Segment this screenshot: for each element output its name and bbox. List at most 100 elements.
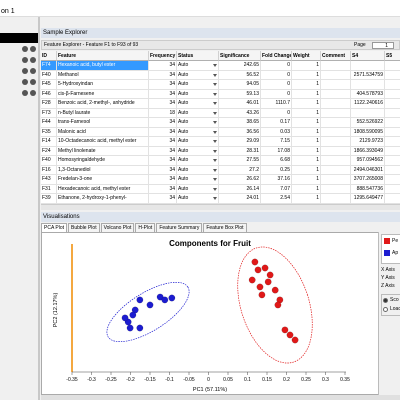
x-axis-label: PC1 (57.11%) [193, 387, 227, 393]
table-cell[interactable]: Auto [177, 61, 219, 71]
table-cell[interactable]: Auto [177, 99, 219, 109]
table-cell[interactable]: Auto [177, 127, 219, 137]
table-cell: F74 [41, 61, 57, 71]
table-cell: 1 [292, 175, 321, 185]
column-header[interactable]: S5 [385, 51, 400, 61]
table-cell: 1866.393049 [351, 146, 385, 156]
column-header[interactable]: Comment [321, 51, 351, 61]
dropdown-arrow [213, 73, 217, 77]
table-cell: 1122.240616 [351, 99, 385, 109]
table-cell: 1 [292, 137, 321, 147]
expand-button[interactable] [30, 68, 36, 74]
table-cell: 967 [385, 156, 400, 166]
expand-button[interactable] [30, 46, 36, 52]
table-cell[interactable]: Auto [177, 70, 219, 80]
legend-label: Ap [392, 250, 399, 256]
table-cell: 6.68 [261, 156, 292, 166]
expand-button[interactable] [22, 57, 28, 63]
table-cell[interactable]: Auto [177, 89, 219, 99]
table-cell: 1 [292, 165, 321, 175]
column-header[interactable]: Frequency [149, 51, 177, 61]
data-point [258, 291, 266, 299]
tab[interactable]: Feature Summary [156, 223, 203, 232]
data-point [156, 293, 164, 301]
axis-selector[interactable]: Y Axis [381, 275, 395, 281]
table-cell[interactable]: Auto [177, 194, 219, 204]
table-cell: F40 [41, 70, 57, 80]
expand-button[interactable] [30, 90, 36, 96]
legend-label: Pe [392, 238, 399, 244]
table-cell: 1682 [385, 128, 400, 137]
table-cell: 26.14 [219, 184, 261, 194]
table-cell: 957.094562 [351, 156, 385, 166]
table-cell[interactable]: Auto [177, 175, 219, 185]
dropdown-arrow [213, 168, 217, 172]
table-cell: Hexadecanoic acid, methyl ester [57, 184, 149, 194]
table-cell[interactable]: Auto [177, 146, 219, 156]
legend-swatch [384, 238, 390, 244]
axis-selector[interactable]: Z Axis [381, 283, 395, 289]
column-header[interactable]: Feature [57, 51, 149, 61]
axis-selector[interactable]: X Axis [381, 267, 395, 273]
expand-button[interactable] [22, 68, 28, 74]
table-cell[interactable]: Auto [177, 156, 219, 166]
table-cell [321, 70, 351, 80]
plot-options: Sco Load [381, 294, 400, 316]
table-cell: 0 [261, 108, 292, 118]
x-tick-label: -0.1 [165, 377, 174, 383]
table-cell[interactable]: Auto [177, 137, 219, 147]
radio-button[interactable] [383, 307, 388, 312]
table-cell: 0 [261, 80, 292, 90]
expand-button[interactable] [30, 57, 36, 63]
table-cell[interactable]: Auto [177, 80, 219, 90]
axis-selectors: X Axis Y Axis Z Axis [381, 266, 400, 292]
table-cell: 404.578793 [351, 89, 385, 99]
data-point [254, 266, 262, 274]
table-cell: trans-Farnesol [57, 118, 149, 128]
dropdown-arrow [213, 64, 217, 67]
table-cell: 485 [385, 118, 400, 128]
table-cell [351, 108, 385, 118]
table-cell: 1295.649477 [351, 194, 385, 204]
table-cell: 1864 [385, 147, 400, 156]
dropdown-arrow [213, 92, 217, 96]
tab[interactable]: PCA Plot [41, 223, 68, 232]
table-cell: 114 [385, 99, 400, 109]
tab[interactable]: Bubble Plot [68, 223, 100, 232]
table-cell: 2129.9723 [351, 137, 385, 147]
dropdown-arrow [213, 159, 217, 162]
table-cell[interactable]: Auto [177, 184, 219, 194]
page-spinner[interactable]: 1 [372, 42, 394, 49]
table-cell[interactable]: Auto [177, 118, 219, 128]
column-header[interactable]: Fold Change [261, 51, 292, 61]
dropdown-arrow [213, 111, 217, 115]
table-cell[interactable]: Auto [177, 108, 219, 118]
expand-button[interactable] [22, 90, 28, 96]
table-cell[interactable]: Auto [177, 165, 219, 175]
column-header[interactable]: Status [177, 51, 219, 61]
horizontal-scrollbar[interactable] [41, 204, 400, 210]
table-cell: 1 [292, 80, 321, 90]
tab[interactable]: Feature Box Plot [203, 223, 247, 232]
radio-button[interactable] [383, 298, 388, 303]
table-cell [321, 194, 351, 204]
data-point [261, 264, 269, 272]
expand-button[interactable] [30, 79, 36, 85]
tab[interactable]: Volcano Plot [100, 223, 135, 232]
column-header[interactable]: Significance [219, 51, 261, 61]
column-header[interactable]: Weight [292, 51, 321, 61]
table-cell: 0 [261, 70, 292, 80]
table-cell: F45 [41, 80, 57, 90]
table-cell [321, 137, 351, 147]
table-cell: 38.65 [219, 118, 261, 128]
x-tick-label: -0.35 [66, 377, 78, 383]
status-strip [41, 395, 400, 400]
expand-button[interactable] [22, 46, 28, 52]
column-header[interactable]: ID [41, 51, 57, 61]
expand-button[interactable] [22, 79, 28, 85]
table-cell: 34 [149, 146, 177, 156]
tab[interactable]: H-Plot [135, 223, 156, 232]
column-header[interactable]: S4 [351, 51, 385, 61]
table-cell: 34 [149, 70, 177, 80]
table-cell: 34 [149, 175, 177, 185]
